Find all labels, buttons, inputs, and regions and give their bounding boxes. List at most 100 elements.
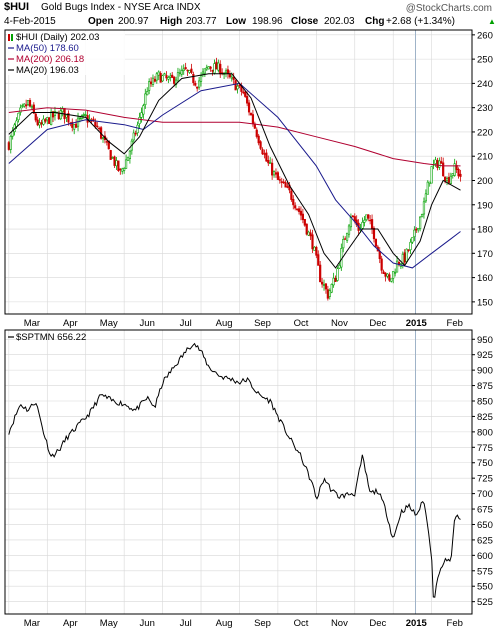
candle-body: [361, 221, 364, 229]
legend-entry: $SPTMN 656.22: [16, 332, 86, 343]
legend-entry: MA(50) 178.60: [16, 43, 79, 54]
candle-body: [388, 274, 391, 281]
candle-body: [334, 277, 337, 282]
candle-body: [378, 251, 381, 259]
candle-body: [155, 73, 158, 81]
y-tick-label: 875: [477, 381, 493, 392]
candle-body: [36, 119, 39, 126]
candle-body: [403, 252, 406, 263]
x-tick-label: Feb: [447, 618, 463, 629]
candle-body: [267, 160, 270, 164]
candle-body: [178, 72, 181, 74]
candle-body: [372, 227, 376, 240]
high-value: 203.77: [186, 16, 217, 27]
chg-label: Chg: [365, 16, 384, 27]
x-tick-label: 2015: [406, 618, 428, 629]
candle-body: [459, 173, 462, 177]
x-tick-label: Aug: [216, 618, 233, 629]
candle-body: [405, 248, 408, 262]
candle-body: [117, 160, 120, 171]
high-label: High: [160, 16, 182, 27]
candle-body: [9, 136, 12, 150]
candle-body: [455, 165, 458, 170]
candle-body: [186, 69, 189, 72]
candle-body: [163, 73, 166, 76]
candle-body: [449, 175, 452, 184]
x-tick-label: Jun: [140, 618, 155, 629]
x-tick-label: 2015: [406, 318, 428, 329]
candle-body: [272, 171, 276, 176]
y-tick-label: 950: [477, 335, 493, 346]
candle-body: [15, 120, 18, 127]
candle-body: [342, 239, 345, 249]
candle-body: [142, 105, 145, 115]
candle-body: [309, 232, 312, 237]
candle-body: [443, 176, 447, 182]
candle-body: [53, 111, 57, 116]
sptmn-y-axis: 525 550 575 600 625 650 675 700 725 750 775 800 825 8…: [472, 335, 493, 608]
candle-body: [203, 68, 206, 74]
candle-body: [123, 168, 126, 171]
candle-body: [38, 122, 41, 126]
candle-body: [244, 91, 247, 97]
candle-body: [453, 163, 456, 176]
candle-body: [28, 99, 32, 107]
candle-body: [78, 117, 82, 120]
candle-body: [447, 177, 451, 183]
x-tick-label: Jul: [180, 318, 192, 329]
candle-body: [149, 81, 153, 85]
price-x-axis: Mar Apr May Jun Jul Aug Sep Oct Nov Dec 2015 Feb: [24, 318, 463, 329]
candle-body: [324, 283, 328, 290]
candle-body: [124, 159, 128, 169]
candle-body: [209, 66, 212, 69]
candle-body: [7, 142, 10, 150]
candle-body: [132, 132, 135, 141]
candle-body: [317, 254, 320, 266]
candle-body: [224, 70, 228, 73]
candle-body: [320, 281, 324, 285]
y-tick-label: 775: [477, 443, 493, 454]
candle-body: [271, 162, 274, 176]
candle-body: [238, 84, 241, 87]
candle-body: [226, 69, 230, 74]
candle-body: [198, 80, 201, 88]
candle-body: [159, 73, 162, 83]
candle-body: [442, 162, 445, 177]
candle-body: [440, 161, 443, 164]
candle-body: [105, 141, 108, 143]
candle-body: [276, 172, 279, 180]
candle-body: [374, 238, 378, 247]
x-tick-label: Aug: [216, 318, 233, 329]
candle-body: [367, 214, 370, 219]
candle-body: [157, 71, 160, 76]
candle-body: [94, 121, 97, 127]
candle-body: [115, 160, 118, 167]
candle-body: [230, 76, 233, 79]
candle-body: [392, 271, 395, 279]
candle-body: [144, 93, 147, 106]
x-tick-label: Oct: [294, 318, 309, 329]
candle-body: [384, 272, 387, 277]
candle-body: [286, 186, 289, 188]
candle-body: [280, 181, 283, 183]
candle-body: [232, 76, 235, 80]
candle-body: [101, 137, 105, 139]
low-value: 198.96: [252, 16, 283, 27]
candle-body: [71, 121, 74, 128]
candle-body: [82, 114, 85, 116]
y-tick-label: 925: [477, 350, 493, 361]
candle-body: [345, 232, 349, 241]
y-tick-label: 575: [477, 566, 493, 577]
candle-body: [313, 246, 316, 251]
y-tick-label: 725: [477, 474, 493, 485]
candle-body: [113, 156, 116, 166]
candle-body: [257, 135, 260, 144]
index-name: Gold Bugs Index - NYSE Arca INDX: [41, 2, 201, 13]
x-tick-label: Dec: [369, 618, 386, 629]
legend-entry: $HUI (Daily) 202.03: [16, 32, 99, 43]
candle-body: [182, 68, 185, 71]
low-label: Low: [226, 16, 246, 27]
candle-body: [351, 215, 354, 218]
